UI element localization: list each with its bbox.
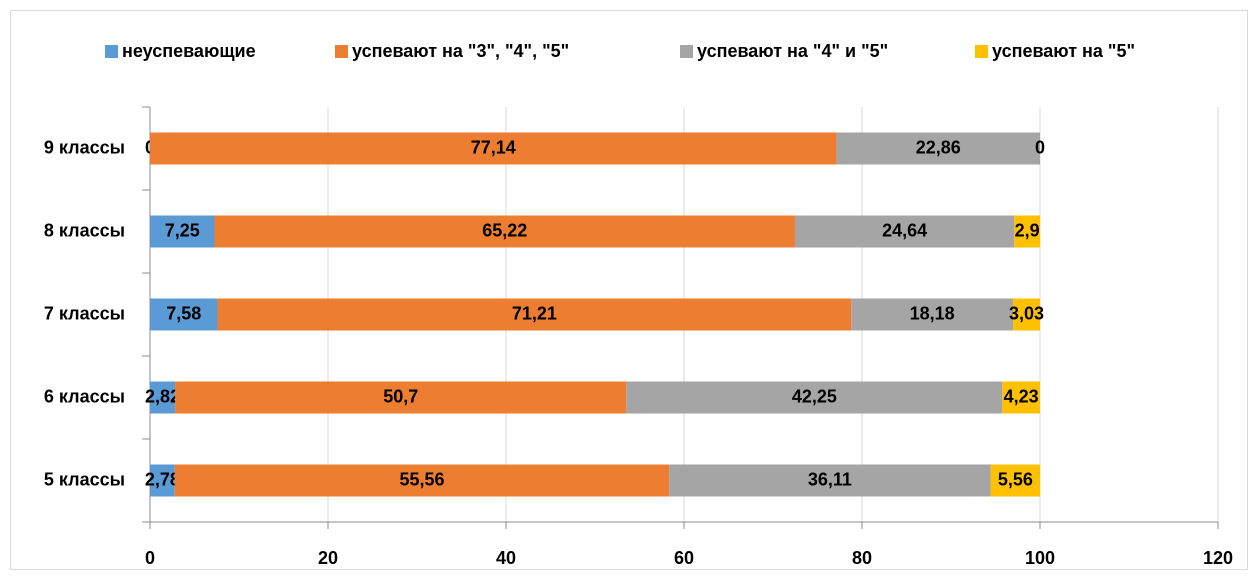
data-label: 71,21	[512, 303, 557, 323]
data-label: 24,64	[882, 220, 927, 240]
data-label: 4,23	[1004, 386, 1039, 406]
y-tick-label: 8 классы	[44, 220, 125, 240]
data-label: 7,25	[165, 220, 200, 240]
data-label: 77,14	[471, 137, 516, 157]
legend-label: успевают на "4" и "5"	[697, 41, 888, 61]
bar-segment	[150, 464, 175, 497]
bar-segment	[150, 381, 176, 414]
bar-segment	[150, 132, 837, 165]
bar-segment	[1013, 298, 1040, 331]
data-label: 22,86	[916, 137, 961, 157]
legend-label: успевают на "3", "4", "5"	[352, 41, 569, 61]
bar-segment	[794, 215, 1015, 248]
bar-segment	[836, 132, 1040, 165]
bar-segment	[175, 381, 627, 414]
data-label: 3,03	[1009, 303, 1044, 323]
x-tick-label: 40	[496, 548, 516, 568]
bar-segment	[217, 298, 852, 331]
legend-swatch	[975, 45, 988, 58]
legend-label: неуспевающие	[122, 41, 256, 61]
y-tick-label: 6 классы	[44, 386, 125, 406]
data-label: 2,9	[1015, 220, 1040, 240]
bar-segment	[150, 298, 218, 331]
bar-segment	[851, 298, 1014, 331]
data-label: 55,56	[399, 469, 444, 489]
data-label: 0	[1035, 137, 1045, 157]
bar-segment	[1002, 381, 1040, 414]
data-label: 5,56	[998, 469, 1033, 489]
bar-segment	[626, 381, 1003, 414]
data-label: 7,58	[166, 303, 201, 323]
legend-swatch	[335, 45, 348, 58]
legend-swatch	[680, 45, 693, 58]
legend-swatch	[105, 45, 118, 58]
data-label: 18,18	[910, 303, 955, 323]
data-label: 2,82	[145, 386, 180, 406]
data-label: 2,78	[145, 469, 180, 489]
bar-segment	[150, 215, 215, 248]
bar-segment	[214, 215, 795, 248]
x-tick-label: 80	[852, 548, 872, 568]
x-tick-label: 0	[145, 548, 155, 568]
x-tick-label: 20	[318, 548, 338, 568]
data-label: 36,11	[808, 469, 852, 489]
data-label: 65,22	[482, 220, 527, 240]
y-tick-label: 5 классы	[44, 469, 125, 489]
x-tick-label: 120	[1203, 548, 1233, 568]
x-tick-label: 100	[1025, 548, 1055, 568]
bar-segment	[669, 464, 991, 497]
data-label: 42,25	[792, 386, 837, 406]
bar-segment	[1014, 215, 1041, 248]
bar-segment	[174, 464, 670, 497]
x-tick-label: 60	[674, 548, 694, 568]
y-tick-label: 9 классы	[44, 137, 125, 157]
y-tick-label: 7 классы	[44, 303, 125, 323]
legend-label: успевают на "5"	[992, 41, 1135, 61]
bar-segment	[990, 464, 1041, 497]
data-label: 50,7	[383, 386, 418, 406]
